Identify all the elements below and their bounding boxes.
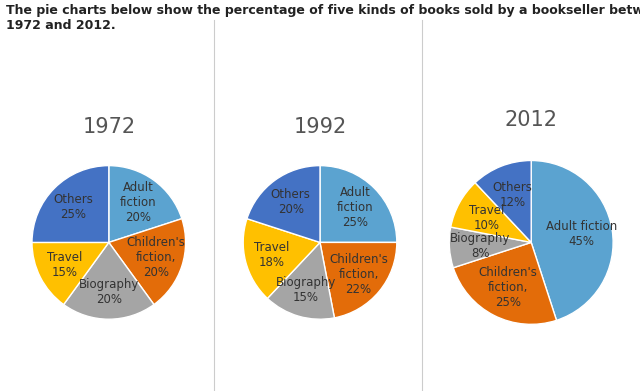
Wedge shape [109,166,182,242]
Wedge shape [32,242,109,305]
Text: Travel
18%: Travel 18% [254,241,289,269]
Wedge shape [453,242,557,325]
Wedge shape [243,219,320,298]
Text: Children's
fiction,
22%: Children's fiction, 22% [329,253,388,296]
Text: Others
20%: Others 20% [271,188,310,216]
Wedge shape [63,242,154,319]
Text: Children's
fiction,
20%: Children's fiction, 20% [127,236,186,279]
Text: Others
25%: Others 25% [54,193,93,221]
Wedge shape [320,166,397,242]
Text: Children's
fiction,
25%: Children's fiction, 25% [479,266,538,309]
Title: 1972: 1972 [82,117,136,136]
Text: Travel
15%: Travel 15% [47,251,82,279]
Wedge shape [109,219,186,305]
Wedge shape [247,166,320,242]
Title: 1992: 1992 [293,117,347,136]
Wedge shape [451,183,531,242]
Wedge shape [475,160,531,242]
Wedge shape [32,166,109,242]
Text: Adult
fiction
25%: Adult fiction 25% [337,186,374,229]
Text: Others
12%: Others 12% [493,181,532,209]
Title: 2012: 2012 [505,110,557,130]
Wedge shape [531,160,613,320]
Text: Biography
15%: Biography 15% [276,276,336,304]
Text: The pie charts below show the percentage of five kinds of books sold by a bookse: The pie charts below show the percentage… [6,4,640,32]
Wedge shape [320,242,397,318]
Text: Adult
fiction
20%: Adult fiction 20% [120,181,156,224]
Text: Travel
10%: Travel 10% [469,204,504,232]
Wedge shape [449,227,531,268]
Text: Biography
20%: Biography 20% [79,278,139,306]
Text: Adult fiction
45%: Adult fiction 45% [546,221,617,248]
Wedge shape [268,242,334,319]
Text: Biography
8%: Biography 8% [451,231,511,260]
